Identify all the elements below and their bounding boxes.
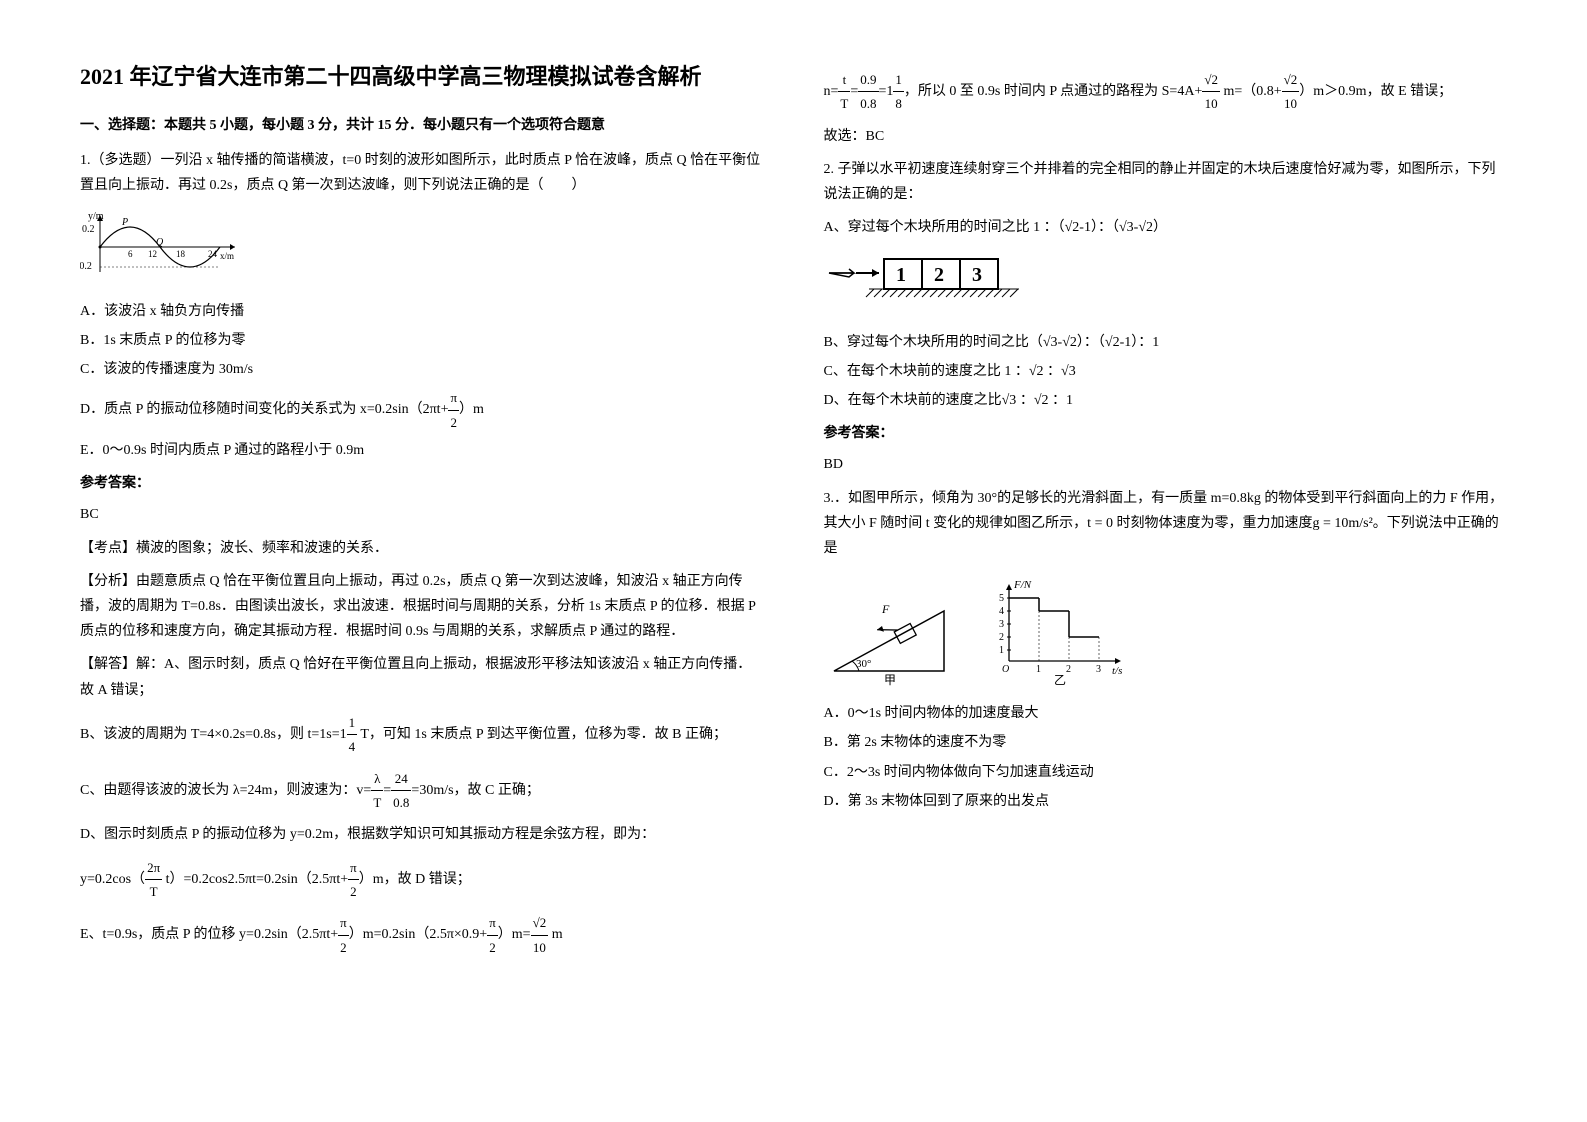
svg-text:1: 1 [999, 645, 1004, 656]
q1-optC: C．该波的传播速度为 30m/s [80, 357, 764, 382]
svg-text:F: F [881, 602, 890, 616]
q2-optB: B、穿过每个木块所用的时间之比（√3-√2）：（√2-1）：1 [824, 330, 1508, 355]
solveD: D、图示时刻质点 P 的振动位移为 y=0.2m，根据数学知识可知其振动方程是余… [80, 822, 764, 847]
solveE: E、t=0.9s，质点 P 的位移 y=0.2sin（2.5πt+π2）m=0.… [80, 911, 764, 959]
analysis1: 【分析】由题意质点 Q 恰在平衡位置且向上振动，再过 0.2s，质点 Q 第一次… [80, 569, 764, 645]
col2-line2: 故选：BC [824, 124, 1508, 149]
q2-answer-label: 参考答案： [824, 421, 1508, 446]
q3-optB: B．第 2s 末物体的速度不为零 [824, 730, 1508, 755]
svg-text:4: 4 [999, 606, 1004, 617]
q3-stem: 3.．如图甲所示，倾角为 30°的足够长的光滑斜面上，有一质量 m=0.8kg … [824, 486, 1508, 562]
svg-text:12: 12 [148, 249, 157, 259]
svg-text:x/m: x/m [220, 251, 234, 261]
svg-text:24: 24 [208, 249, 218, 259]
answer-label: 参考答案： [80, 471, 764, 496]
exam-title: 2021 年辽宁省大连市第二十四高级中学高三物理模拟试卷含解析 [80, 60, 764, 93]
q2-optC: C、在每个木块前的速度之比 1 ：√2 ：√3 [824, 359, 1508, 384]
right-column: n=tT=0.90.8=118，所以 0 至 0.9s 时间内 P 点通过的路程… [794, 60, 1538, 1062]
q2-stem: 2. 子弹以水平初速度连续射穿三个并排着的完全相同的静止并固定的木块后速度恰好减… [824, 157, 1508, 207]
svg-text:甲: 甲 [884, 673, 896, 686]
q1-optE: E．0～0.9s 时间内质点 P 通过的路程小于 0.9m [80, 438, 764, 463]
solveD2: y=0.2cos（2πT t）=0.2cos2.5πt=0.2sin（2.5πt… [80, 856, 764, 904]
q1-optB: B．1s 末质点 P 的位移为零 [80, 328, 764, 353]
svg-text:-0.2: -0.2 [80, 261, 92, 272]
q3-optD: D．第 3s 末物体回到了原来的出发点 [824, 789, 1508, 814]
incline-diagram: 30° F 甲 F/N t/s 5 4 3 2 1 O 1 2 3 [824, 576, 1508, 686]
svg-text:P: P [121, 217, 128, 228]
svg-text:2: 2 [999, 632, 1004, 643]
svg-text:18: 18 [176, 249, 186, 259]
svg-text:0.2: 0.2 [82, 224, 95, 235]
svg-text:t/s: t/s [1112, 665, 1122, 677]
section-header: 一、选择题：本题共 5 小题，每小题 3 分，共计 15 分．每小题只有一个选项… [80, 113, 764, 138]
q1-answer: BC [80, 502, 764, 527]
solveB: B、该波的周期为 T=4×0.2s=0.8s，则 t=1s=114 T，可知 1… [80, 711, 764, 759]
svg-text:1: 1 [896, 264, 906, 286]
wave-diagram: y/m 0.2 -0.2 P Q 6 12 18 24 x/m [80, 207, 764, 291]
q2-optA: A、穿过每个木块所用的时间之比 1 ：（√2-1）：（√3-√2） [824, 215, 1508, 240]
svg-text:5: 5 [999, 593, 1004, 604]
q3-optC: C．2～3s 时间内物体做向下匀加速直线运动 [824, 760, 1508, 785]
solveA: 【解答】解：A、图示时刻，质点 Q 恰好在平衡位置且向上振动，根据波形平移法知该… [80, 652, 764, 702]
col2-line1: n=tT=0.90.8=118，所以 0 至 0.9s 时间内 P 点通过的路程… [824, 68, 1508, 116]
svg-text:3: 3 [1096, 664, 1101, 675]
svg-text:3: 3 [999, 619, 1004, 630]
q1-stem: 1.（多选题）一列沿 x 轴传播的简谐横波，t=0 时刻的波形如图所示，此时质点… [80, 148, 764, 198]
q3-optA: A．0～1s 时间内物体的加速度最大 [824, 701, 1508, 726]
q1-optA: A．该波沿 x 轴负方向传播 [80, 299, 764, 324]
svg-text:2: 2 [1066, 664, 1071, 675]
q2-answer: BD [824, 452, 1508, 477]
svg-text:1: 1 [1036, 664, 1041, 675]
svg-text:30°: 30° [856, 658, 871, 670]
svg-text:F/N: F/N [1013, 579, 1032, 591]
svg-text:乙: 乙 [1054, 673, 1066, 686]
analysis-label: 【考点】横波的图象；波长、频率和波速的关系． [80, 536, 764, 561]
svg-text:2: 2 [934, 264, 944, 286]
svg-text:O: O [1002, 664, 1009, 675]
svg-text:6: 6 [128, 249, 133, 259]
svg-text:Q: Q [156, 237, 164, 248]
left-column: 2021 年辽宁省大连市第二十四高级中学高三物理模拟试卷含解析 一、选择题：本题… [50, 60, 794, 1062]
solveC: C、由题得该波的波长为 λ=24m，则波速为：v=λT=240.8=30m/s，… [80, 767, 764, 815]
q2-optD: D、在每个木块前的速度之比√3 ：√2 ：1 [824, 388, 1508, 413]
svg-text:3: 3 [972, 264, 982, 286]
q1-optD: D．质点 P 的振动位移随时间变化的关系式为 x=0.2sin（2πt+π2）m [80, 386, 764, 434]
block-diagram: 1 2 3 [824, 251, 1508, 320]
